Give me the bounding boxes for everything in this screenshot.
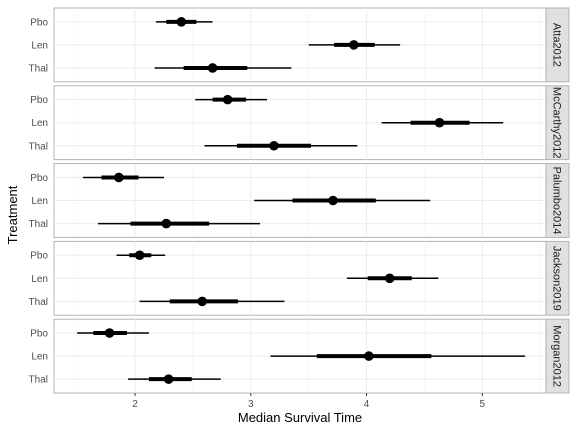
facet-strip-label: Atta2012 bbox=[551, 23, 563, 67]
facet-panel: Pbo Len Thal Atta2012 bbox=[29, 7, 570, 83]
median-point bbox=[222, 94, 233, 105]
facet-strip-label: Palumbo2014 bbox=[551, 167, 563, 235]
facet-strip-label: McCarthy2012 bbox=[551, 87, 563, 159]
median-point bbox=[114, 172, 124, 183]
x-tick-label: 5 bbox=[480, 399, 486, 410]
y-tick-label: Pbo bbox=[30, 251, 48, 262]
y-tick-label: Len bbox=[31, 352, 48, 363]
y-tick-label: Thal bbox=[29, 297, 48, 308]
facet-strip bbox=[545, 318, 570, 394]
y-tick-label: Pbo bbox=[30, 173, 48, 184]
median-point bbox=[434, 117, 445, 128]
x-axis-title: Median Survival Time bbox=[238, 410, 362, 425]
facet-panels: Pbo Len Thal Atta2012 Pbo Len Thal McCarthy2012… bbox=[29, 7, 570, 394]
median-point bbox=[328, 195, 338, 206]
median-point bbox=[161, 218, 172, 229]
y-tick-label: Thal bbox=[29, 375, 48, 386]
facet-strip-label: Morgan2012 bbox=[551, 325, 563, 387]
median-point bbox=[104, 328, 115, 338]
facet-panel: Pbo Len Thal Palumbo2014 bbox=[29, 163, 570, 238]
y-tick-label: Thal bbox=[29, 219, 48, 230]
median-point bbox=[364, 351, 374, 361]
median-point bbox=[349, 40, 359, 50]
median-point bbox=[384, 273, 395, 284]
y-tick-label: Len bbox=[31, 196, 48, 207]
median-point bbox=[176, 17, 187, 27]
median-point bbox=[269, 140, 279, 151]
y-tick-label: Len bbox=[31, 274, 48, 285]
facet-strip bbox=[545, 163, 570, 238]
x-axis: 2 3 4 5 bbox=[132, 393, 486, 410]
y-tick-label: Len bbox=[31, 40, 48, 51]
facet-panel: Pbo Len Thal Jackson2019 bbox=[29, 240, 570, 316]
y-tick-label: Len bbox=[31, 118, 48, 129]
y-tick-label: Pbo bbox=[30, 95, 48, 106]
facet-panel: Pbo Len Thal Morgan2012 bbox=[29, 318, 570, 394]
x-tick-label: 2 bbox=[132, 399, 138, 410]
x-tick-label: 4 bbox=[364, 399, 370, 410]
median-point bbox=[163, 374, 174, 384]
y-tick-label: Pbo bbox=[30, 17, 48, 28]
y-tick-label: Pbo bbox=[30, 329, 48, 340]
median-point bbox=[207, 63, 218, 73]
facet-strip bbox=[545, 240, 570, 316]
y-axis-title: Treatment bbox=[5, 185, 20, 244]
y-tick-label: Thal bbox=[29, 63, 48, 74]
y-tick-label: Thal bbox=[29, 141, 48, 152]
facet-strip bbox=[545, 85, 570, 161]
median-point bbox=[134, 250, 145, 261]
median-point bbox=[197, 296, 207, 307]
facet-strip-label: Jackson2019 bbox=[551, 246, 563, 311]
x-tick-label: 3 bbox=[248, 399, 254, 410]
facet-panel: Pbo Len Thal McCarthy2012 bbox=[29, 85, 570, 161]
facet-strip bbox=[545, 7, 570, 83]
